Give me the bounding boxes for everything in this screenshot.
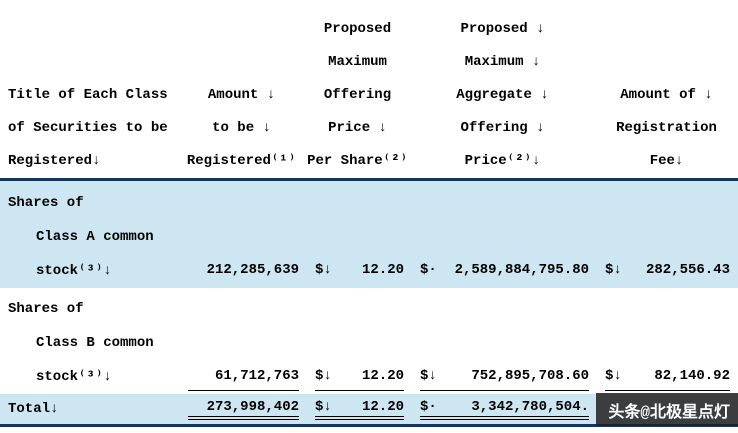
header-cell	[178, 46, 305, 79]
header-line-3: Title of Each Class Amount ↓ Offering Ag…	[0, 79, 738, 112]
row-title-line: stock⁽³⁾↓	[36, 263, 112, 279]
aggregate-offering-cell: $· 2,589,884,795.80	[420, 256, 589, 285]
row-line: stock⁽³⁾↓ 61,712,763 $↓ 12.20 $↓ 752,895,7…	[0, 360, 738, 394]
table-row-class-a-common: Shares of Class A common stock⁽³⁾↓ 212,2…	[0, 178, 738, 288]
dollar-sign: $↓	[315, 262, 332, 278]
offering-price-cell: $↓ 12.20	[315, 362, 404, 391]
fee-value: 82,140.92	[654, 368, 730, 384]
header-cell: Offering ↓	[460, 120, 545, 136]
aggregate-offering-cell: $· 3,342,780,504.	[420, 395, 589, 420]
row-line: stock⁽³⁾↓ 212,285,639 $↓ 12.20 $· 2,589,88…	[0, 254, 738, 288]
aggregate-value: 3,342,780,504.	[471, 399, 589, 415]
header-cell: Proposed ↓	[460, 21, 545, 37]
row-line: Class B common	[0, 326, 738, 360]
row-title-line: Class A common	[36, 229, 154, 245]
offering-price-cell: $↓ 12.20	[315, 256, 404, 285]
amount-value: 273,998,402	[206, 399, 299, 415]
header-cell: Fee↓	[649, 153, 684, 169]
row-line: Shares of	[0, 186, 738, 220]
header-cell: Proposed	[323, 21, 392, 37]
aggregate-value: 2,589,884,795.80	[454, 262, 589, 278]
dollar-sign: $·	[420, 262, 437, 278]
price-value: 12.20	[361, 368, 404, 384]
header-cell	[0, 13, 178, 46]
price-value: 12.20	[361, 399, 404, 415]
header-cell: Title of Each Class	[8, 87, 168, 103]
header-cell	[0, 46, 178, 79]
offering-price-cell: $↓ 12.20	[315, 395, 404, 420]
header-cell: to be ↓	[212, 120, 271, 136]
registration-fee-cell: $↓ 82,140.92	[605, 362, 730, 391]
row-line: Total↓ 273,998,402 $↓ 12.20 $· 3,342,780,5…	[0, 394, 738, 424]
table-row-class-b-common: Shares of Class B common stock⁽³⁾↓ 61,71…	[0, 288, 738, 394]
header-cell: Aggregate ↓	[456, 87, 549, 103]
amount-registered-cell: 212,285,639	[188, 256, 299, 285]
row-line: Class A common	[0, 220, 738, 254]
header-cell	[595, 13, 738, 46]
table-header: Proposed Proposed ↓ Maximum Maximum ↓ Ti…	[0, 0, 738, 178]
row-line: Shares of	[0, 292, 738, 326]
header-cell: Registration	[616, 120, 717, 136]
amount-value: 61,712,763	[214, 368, 299, 384]
header-cell: Offering	[323, 87, 392, 103]
header-cell	[178, 13, 305, 46]
header-cell: Registered⁽¹⁾	[186, 153, 297, 169]
header-cell: Price⁽²⁾↓	[464, 153, 541, 169]
row-title-line: Class B common	[36, 335, 154, 351]
registration-fee-cell: $↓ 282,556.43	[605, 256, 730, 285]
aggregate-value: 752,895,708.60	[471, 368, 589, 384]
header-cell: Per Share⁽²⁾	[307, 153, 408, 169]
header-line-2: Maximum Maximum ↓	[0, 46, 738, 79]
header-cell: Price ↓	[328, 120, 387, 136]
watermark-text: 头条@北极星点灯	[608, 403, 730, 422]
header-cell: Maximum	[328, 54, 387, 70]
aggregate-offering-cell: $↓ 752,895,708.60	[420, 362, 589, 391]
header-cell: Amount of ↓	[620, 87, 713, 103]
toutiao-watermark: 头条@北极星点灯	[596, 393, 738, 426]
header-cell	[595, 46, 738, 79]
amount-registered-cell: 273,998,402	[188, 395, 299, 420]
dollar-sign: $↓	[605, 262, 622, 278]
price-value: 12.20	[361, 262, 404, 278]
row-title-line: Shares of	[8, 301, 84, 317]
header-cell: Maximum ↓	[464, 54, 541, 70]
dollar-sign: $↓	[315, 399, 332, 415]
header-cell: Registered↓	[8, 153, 101, 169]
row-title-line: stock⁽³⁾↓	[36, 369, 112, 385]
header-cell: of Securities to be	[8, 120, 168, 136]
header-line-5: Registered↓ Registered⁽¹⁾ Per Share⁽²⁾ P…	[0, 145, 738, 178]
amount-registered-cell: 61,712,763	[188, 362, 299, 391]
amount-value: 212,285,639	[206, 262, 299, 278]
dollar-sign: $↓	[605, 368, 622, 384]
header-cell: Amount ↓	[207, 87, 276, 103]
total-label: Total↓	[8, 401, 59, 417]
row-title-line: Shares of	[8, 195, 84, 211]
fee-value: 282,556.43	[645, 262, 730, 278]
dollar-sign: $↓	[315, 368, 332, 384]
dollar-sign: $·	[420, 399, 437, 415]
dollar-sign: $↓	[420, 368, 437, 384]
header-line-1: Proposed Proposed ↓	[0, 13, 738, 46]
header-line-4: of Securities to be to be ↓ Price ↓ Offe…	[0, 112, 738, 145]
